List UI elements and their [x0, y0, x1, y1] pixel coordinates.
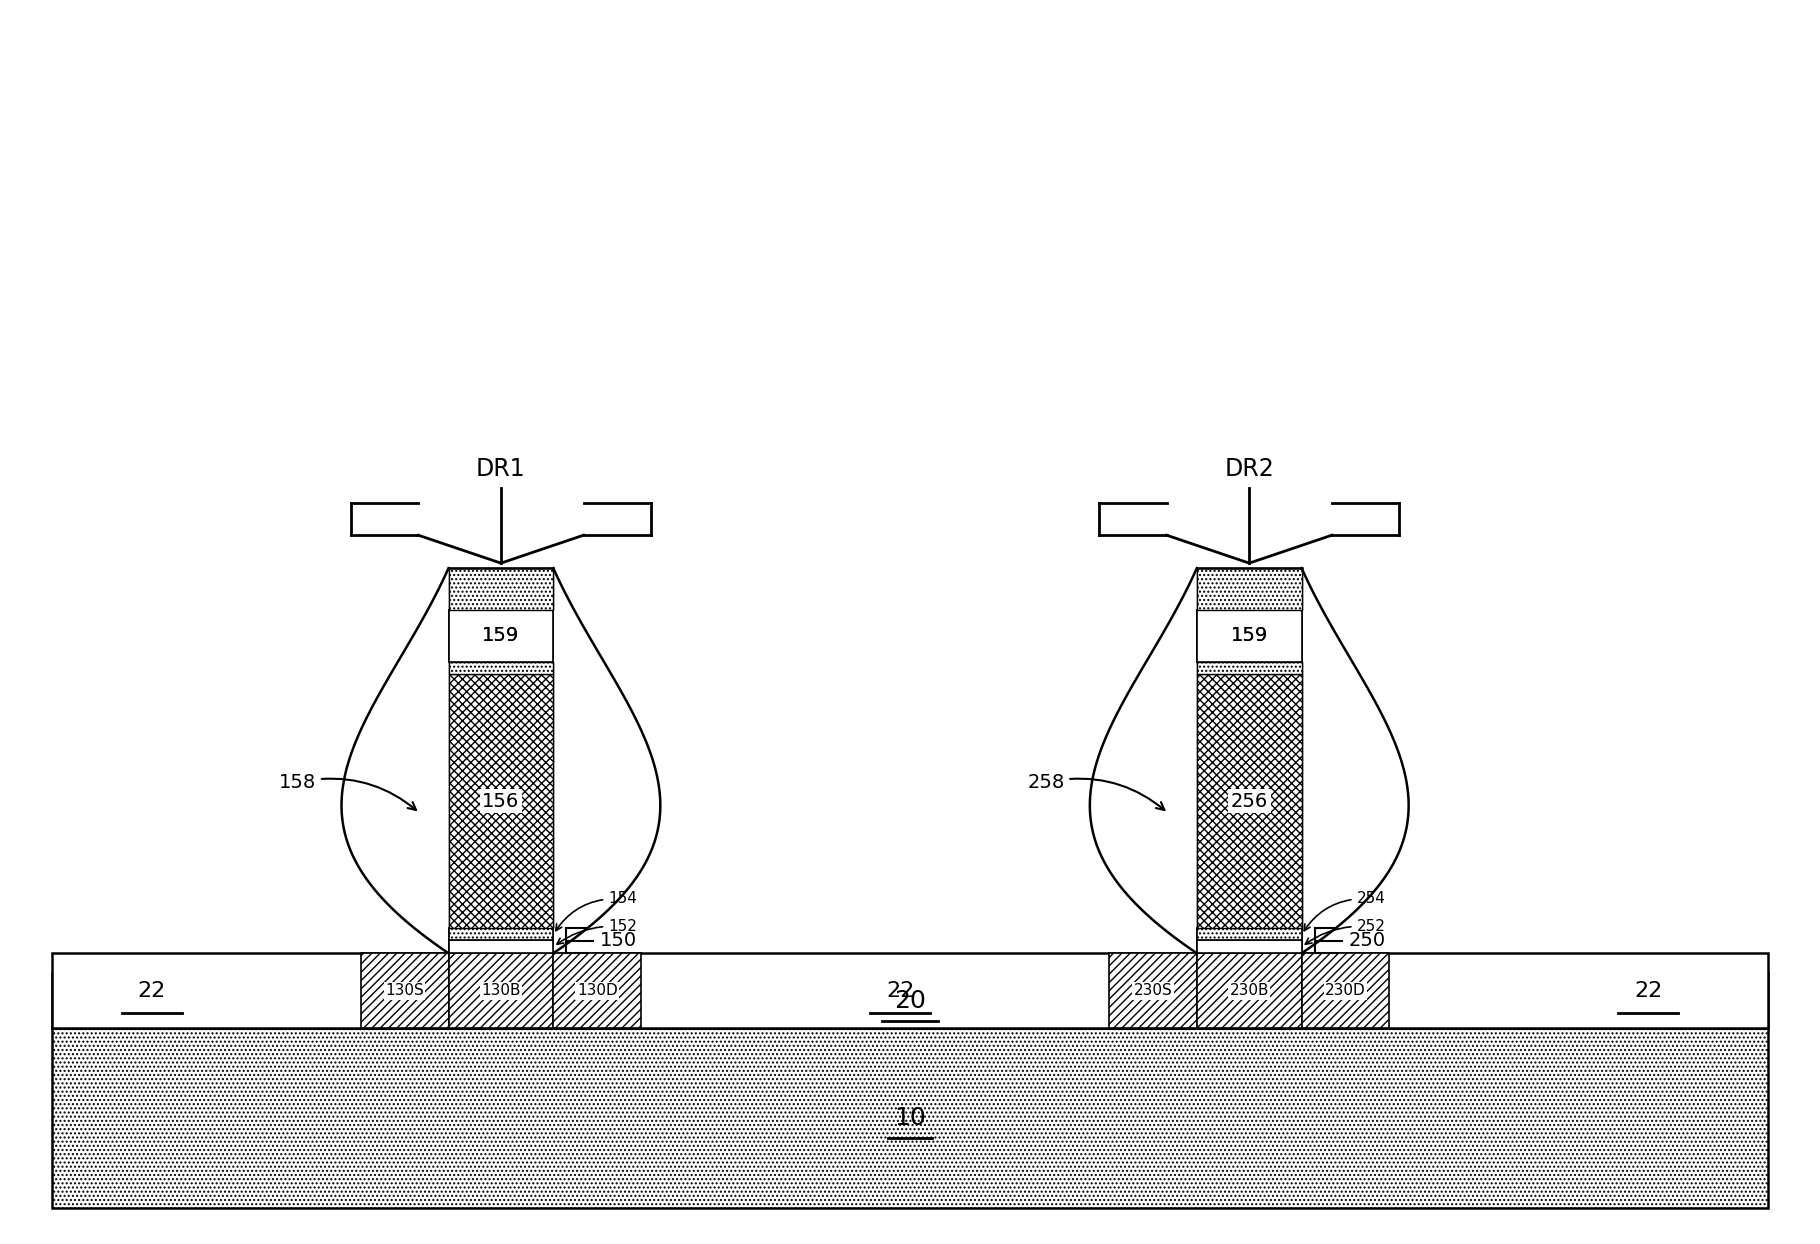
- Bar: [448, 569, 553, 610]
- Bar: [1198, 928, 1301, 940]
- Bar: [448, 940, 553, 953]
- Text: 10: 10: [894, 1106, 926, 1130]
- Bar: [448, 674, 553, 928]
- Bar: [1198, 674, 1301, 928]
- Text: 230D: 230D: [1325, 983, 1365, 998]
- Bar: [1198, 569, 1301, 610]
- Text: 156: 156: [482, 791, 519, 811]
- Bar: [448, 610, 553, 662]
- Text: 22: 22: [138, 980, 166, 1000]
- Bar: [1198, 928, 1301, 940]
- Text: 250: 250: [1349, 932, 1385, 950]
- Bar: [53, 953, 1767, 1028]
- Bar: [1198, 662, 1301, 674]
- Bar: [553, 953, 641, 1028]
- Text: 159: 159: [482, 627, 519, 646]
- Bar: [448, 610, 553, 662]
- Bar: [1198, 610, 1301, 662]
- Text: 159: 159: [1230, 627, 1269, 646]
- Bar: [53, 973, 1767, 1028]
- Bar: [1198, 940, 1301, 953]
- Bar: [1198, 674, 1301, 928]
- Text: 230B: 230B: [1230, 983, 1269, 998]
- Bar: [1108, 953, 1198, 1028]
- Bar: [448, 569, 553, 610]
- Bar: [1301, 953, 1389, 1028]
- Bar: [448, 662, 553, 674]
- Bar: [448, 662, 553, 674]
- Bar: [1198, 940, 1301, 953]
- Text: DR2: DR2: [1225, 458, 1274, 481]
- Bar: [53, 1028, 1767, 1208]
- Text: 254: 254: [1305, 892, 1385, 931]
- Bar: [448, 940, 553, 953]
- Bar: [1198, 610, 1301, 662]
- Text: 22: 22: [886, 980, 914, 1000]
- Text: 20: 20: [894, 989, 926, 1013]
- Text: 154: 154: [555, 892, 637, 931]
- Text: 156: 156: [482, 791, 519, 811]
- Bar: [448, 953, 553, 1028]
- Bar: [1198, 953, 1301, 1028]
- Bar: [448, 674, 553, 928]
- Bar: [1198, 569, 1301, 610]
- Polygon shape: [342, 569, 661, 953]
- Text: 159: 159: [482, 627, 519, 646]
- Bar: [1198, 662, 1301, 674]
- Text: 130S: 130S: [386, 983, 424, 998]
- Text: 150: 150: [601, 932, 637, 950]
- Text: DR1: DR1: [477, 458, 526, 481]
- Text: 159: 159: [1230, 627, 1269, 646]
- Bar: [360, 953, 448, 1028]
- Polygon shape: [1090, 569, 1409, 953]
- Text: 130D: 130D: [577, 983, 617, 998]
- Text: 258: 258: [1026, 773, 1165, 810]
- Bar: [448, 928, 553, 940]
- Text: 256: 256: [1230, 791, 1269, 811]
- Text: 256: 256: [1230, 791, 1269, 811]
- Text: 158: 158: [278, 773, 417, 810]
- Text: 22: 22: [1634, 980, 1662, 1000]
- Text: 130B: 130B: [480, 983, 521, 998]
- Text: 152: 152: [557, 919, 637, 944]
- Text: 252: 252: [1305, 919, 1385, 944]
- Text: 230S: 230S: [1134, 983, 1172, 998]
- Bar: [448, 928, 553, 940]
- Bar: [1198, 953, 1301, 1028]
- Bar: [448, 953, 553, 1028]
